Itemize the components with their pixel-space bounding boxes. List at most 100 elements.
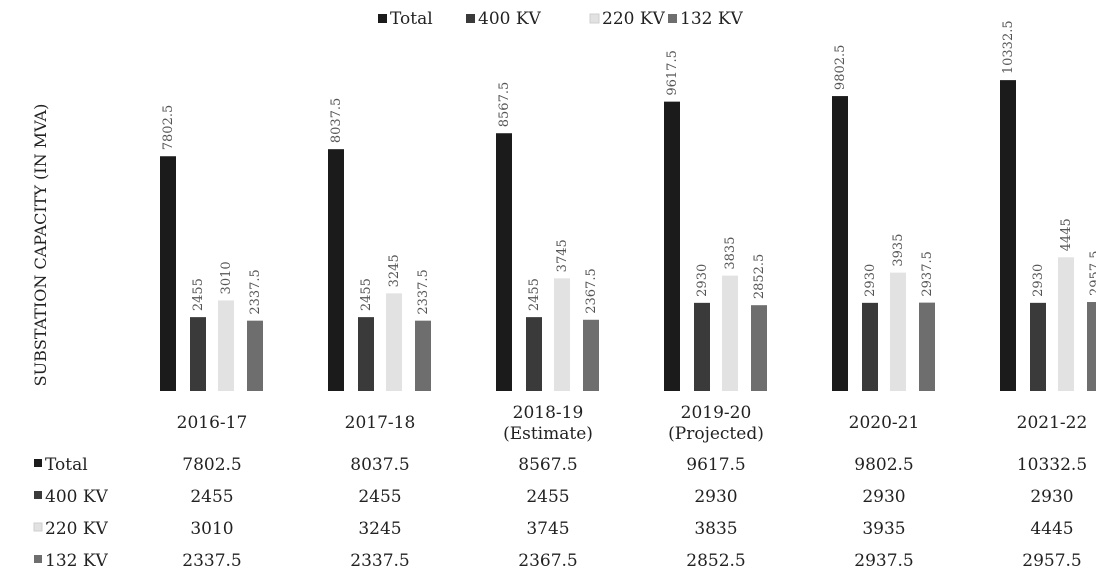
- table-row: 132 KV 2337.5 2337.5 2367.5 2852.5 2937.5 2957…: [34, 551, 1082, 571]
- bar-value-label: 3245: [387, 254, 402, 287]
- table-cell: 7802.5: [182, 455, 241, 475]
- table-cell: 3245: [358, 519, 401, 539]
- table-row: 220 KV 3010 3245 3745 3835 3935 4445: [33, 519, 1074, 539]
- table-row-swatch: [34, 555, 42, 563]
- legend-swatch: [589, 13, 600, 24]
- table-cell: 4445: [1030, 519, 1073, 539]
- table-cell: 3745: [526, 519, 569, 539]
- table-cell: 2337.5: [182, 551, 241, 571]
- table-cell: 3935: [862, 519, 905, 539]
- legend-item: 132 KV: [668, 9, 744, 29]
- bar: [190, 317, 206, 391]
- bar-value-label: 2455: [359, 278, 374, 311]
- category-label: 2017-18: [345, 413, 416, 433]
- legend-item: 220 KV: [589, 9, 666, 29]
- bar: [1030, 302, 1046, 391]
- bar: [328, 149, 344, 391]
- table-row: 400 KV 2455 2455 2455 2930 2930 2930: [34, 487, 1074, 507]
- bar: [358, 317, 374, 391]
- legend-swatch: [466, 14, 475, 23]
- bar-value-label: 3935: [891, 234, 906, 267]
- bar: [1058, 257, 1074, 391]
- table-cell: 3010: [190, 519, 233, 539]
- table-cell: 2455: [526, 487, 569, 507]
- bar-value-label: 2930: [863, 264, 878, 297]
- bar: [751, 305, 767, 391]
- bar: [218, 300, 234, 391]
- table-cell: 2852.5: [686, 551, 745, 571]
- bar: [415, 320, 431, 391]
- category-label: 2018-19 (Estimate): [503, 403, 593, 444]
- table-cell: 2937.5: [854, 551, 913, 571]
- bar: [496, 133, 512, 392]
- bar: [526, 317, 542, 391]
- category-labels: 2016-17 2017-18 2018-19 (Estimate) 2019-20 (P…: [177, 403, 1088, 444]
- data-table: Total 7802.5 8037.5 8567.5 9617.5 9802.5 10332…: [33, 455, 1087, 571]
- bar: [862, 302, 878, 391]
- table-row-label: 220 KV: [45, 519, 109, 539]
- table-cell: 2930: [862, 487, 905, 507]
- category-label: 2016-17: [177, 413, 248, 433]
- bar-value-label: 2852.5: [752, 254, 767, 300]
- table-cell: 2455: [190, 487, 233, 507]
- bar: [554, 278, 570, 391]
- bar-value-labels: 7802.5 2455 3010 2337.5 8037.5 2455 3245 2337.5…: [161, 20, 1096, 314]
- bar-value-label: 2937.5: [920, 251, 935, 297]
- bar-value-label: 10332.5: [1001, 20, 1016, 74]
- legend-label: 132 KV: [680, 9, 744, 29]
- table-cell: 2930: [1030, 487, 1073, 507]
- bar-value-label: 9802.5: [833, 45, 848, 91]
- bar: [664, 101, 680, 391]
- bar: [694, 302, 710, 391]
- table-cell: 3835: [694, 519, 737, 539]
- bar: [1000, 80, 1016, 391]
- table-cell: 8567.5: [518, 455, 577, 475]
- legend-label: Total: [390, 9, 433, 29]
- table-cell: 2337.5: [350, 551, 409, 571]
- y-axis-label: SUBSTATION CAPACITY (IN MVA): [31, 104, 50, 387]
- category-label: 2021-22: [1017, 413, 1088, 433]
- table-cell: 2930: [694, 487, 737, 507]
- bar-value-label: 3835: [723, 237, 738, 270]
- legend-item: Total: [378, 9, 433, 29]
- bar-value-label: 2930: [695, 264, 710, 297]
- category-label: 2019-20 (Projected): [668, 403, 764, 444]
- bar: [890, 272, 906, 391]
- table-cell: 2957.5: [1022, 551, 1081, 571]
- bar: [247, 320, 263, 391]
- legend-swatch: [668, 14, 677, 23]
- bar-value-label: 2455: [527, 278, 542, 311]
- table-row-swatch: [34, 459, 42, 467]
- bar: [832, 96, 848, 392]
- bar-value-label: 9617.5: [665, 50, 680, 96]
- bar-value-label: 2337.5: [416, 269, 431, 315]
- bar-value-label: 2337.5: [248, 269, 263, 315]
- bar-value-label: 3745: [555, 239, 570, 272]
- bar-value-label: 2957.5: [1088, 251, 1096, 297]
- bar-value-label: 2367.5: [584, 268, 599, 314]
- bar: [160, 156, 176, 391]
- table-cell: 2367.5: [518, 551, 577, 571]
- bar: [919, 302, 935, 391]
- table-row-label: Total: [45, 455, 88, 475]
- bars: [160, 80, 1096, 392]
- bar-value-label: 8037.5: [329, 98, 344, 144]
- bar-value-label: 8567.5: [497, 82, 512, 128]
- table-row: Total 7802.5 8037.5 8567.5 9617.5 9802.5 10332…: [34, 455, 1087, 475]
- table-cell: 9802.5: [854, 455, 913, 475]
- table-cell: 9617.5: [686, 455, 745, 475]
- legend-item: 400 KV: [466, 9, 542, 29]
- bar-value-label: 2930: [1031, 264, 1046, 297]
- table-cell: 2455: [358, 487, 401, 507]
- bar: [386, 293, 402, 391]
- bar: [1087, 302, 1096, 391]
- legend-swatch: [378, 14, 387, 23]
- bar-value-label: 2455: [191, 278, 206, 311]
- table-row-swatch: [34, 491, 42, 499]
- table-cell: 8037.5: [350, 455, 409, 475]
- bar: [722, 275, 738, 391]
- table-row-swatch: [33, 522, 43, 532]
- legend: Total 400 KV 220 KV 132 KV: [378, 9, 744, 29]
- table-cell: 10332.5: [1017, 455, 1087, 475]
